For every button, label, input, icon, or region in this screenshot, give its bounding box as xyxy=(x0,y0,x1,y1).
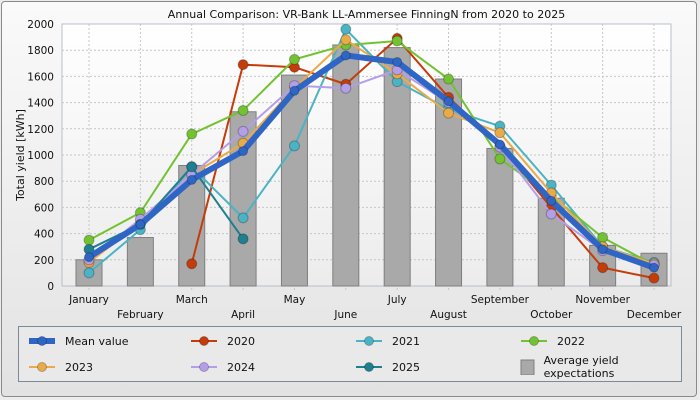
legend-line-icon xyxy=(519,333,549,349)
data-point xyxy=(186,174,197,185)
data-point xyxy=(391,35,403,47)
data-point xyxy=(340,50,351,61)
x-tick-label: May xyxy=(284,294,306,306)
data-point xyxy=(237,212,249,224)
legend-label: 2020 xyxy=(227,334,255,348)
legend-bar-icon xyxy=(519,359,536,375)
legend-label: 2024 xyxy=(227,360,255,374)
bar-average-yield xyxy=(486,147,514,287)
data-point xyxy=(494,139,505,150)
x-tick-label: August xyxy=(430,309,467,321)
data-point xyxy=(135,219,146,230)
data-point xyxy=(648,272,660,284)
x-tick-label: November xyxy=(575,294,630,306)
y-tick-label: 1200 xyxy=(27,124,54,136)
data-point xyxy=(186,128,198,140)
legend-label: 2021 xyxy=(392,334,420,348)
legend-line-icon xyxy=(27,359,57,375)
data-point xyxy=(237,125,249,137)
y-tick-label: 2000 xyxy=(27,19,54,31)
data-point xyxy=(238,146,249,157)
legend-item: 2020 xyxy=(189,333,255,349)
bar-average-yield xyxy=(126,237,154,287)
legend-item: 2023 xyxy=(27,359,93,375)
data-point xyxy=(546,195,557,206)
data-point xyxy=(443,107,455,119)
legend-item: Mean value xyxy=(27,333,129,349)
chart-legend: Mean value 2020 2021 2022 2023 2024 2025 Averag… xyxy=(18,326,682,382)
legend-line-icon xyxy=(354,333,384,349)
x-tick-label: March xyxy=(176,294,208,306)
x-tick-label: October xyxy=(530,309,573,321)
y-tick-label: 400 xyxy=(34,229,54,241)
data-point xyxy=(597,262,609,274)
data-point xyxy=(494,153,506,165)
legend-item: Average yield expectations xyxy=(519,354,681,380)
data-point xyxy=(237,104,249,116)
legend-label: 2025 xyxy=(392,360,420,374)
data-point xyxy=(597,232,609,244)
series-line xyxy=(87,52,656,271)
legend-item: 2021 xyxy=(354,333,420,349)
x-tick-label: December xyxy=(627,309,682,321)
data-point xyxy=(443,73,455,85)
data-point xyxy=(288,140,300,152)
y-tick-label: 800 xyxy=(34,176,54,188)
series-line xyxy=(190,37,655,280)
x-tick-label: September xyxy=(471,294,530,306)
chart-title: Annual Comparison: VR-Bank LL-Ammersee F… xyxy=(168,8,565,21)
y-tick-label: 200 xyxy=(34,255,54,267)
legend-line-icon xyxy=(27,333,57,349)
data-point xyxy=(288,53,300,65)
data-point xyxy=(83,267,95,279)
data-point xyxy=(84,252,94,263)
y-tick-label: 1400 xyxy=(27,98,54,110)
legend-label: Average yield expectations xyxy=(543,354,619,380)
data-point xyxy=(237,59,249,71)
chart-plot: Annual Comparison: VR-Bank LL-Ammersee F… xyxy=(14,8,682,321)
x-tick-label: April xyxy=(231,309,255,321)
series-line xyxy=(88,68,655,267)
data-point xyxy=(340,82,352,94)
x-tick-label: January xyxy=(68,294,109,306)
legend-item: 2022 xyxy=(519,333,585,349)
x-tick-label: July xyxy=(387,294,407,306)
data-point xyxy=(289,85,300,96)
data-point xyxy=(443,96,454,107)
y-tick-label: 1800 xyxy=(27,45,54,57)
series-mean-value xyxy=(84,50,659,273)
data-point xyxy=(545,208,557,220)
legend-line-icon xyxy=(354,359,384,375)
data-point xyxy=(186,161,198,173)
data-point xyxy=(340,23,352,35)
data-point xyxy=(83,234,95,246)
data-point xyxy=(649,262,659,273)
series-line xyxy=(88,165,244,251)
y-tick-label: 0 xyxy=(47,281,54,293)
legend-label: 2022 xyxy=(557,334,585,348)
legend-item: 2025 xyxy=(354,359,420,375)
data-point xyxy=(597,244,608,255)
bar-average-yield xyxy=(280,74,308,287)
legend-item: 2024 xyxy=(189,359,255,375)
y-axis-label: Total yield [kWh] xyxy=(14,109,27,202)
legend-line-icon xyxy=(189,359,219,375)
x-tick-label: June xyxy=(333,309,357,321)
data-point xyxy=(340,34,352,46)
y-tick-label: 600 xyxy=(34,202,54,214)
data-point xyxy=(494,127,506,139)
y-tick-label: 1600 xyxy=(27,71,54,83)
x-tick-label: February xyxy=(117,309,164,321)
legend-label: Mean value xyxy=(65,334,129,348)
data-point xyxy=(186,258,198,270)
data-point xyxy=(237,233,249,245)
legend-label: 2023 xyxy=(65,360,93,374)
data-point xyxy=(392,56,403,67)
y-tick-label: 1000 xyxy=(27,150,54,162)
legend-line-icon xyxy=(189,333,219,349)
